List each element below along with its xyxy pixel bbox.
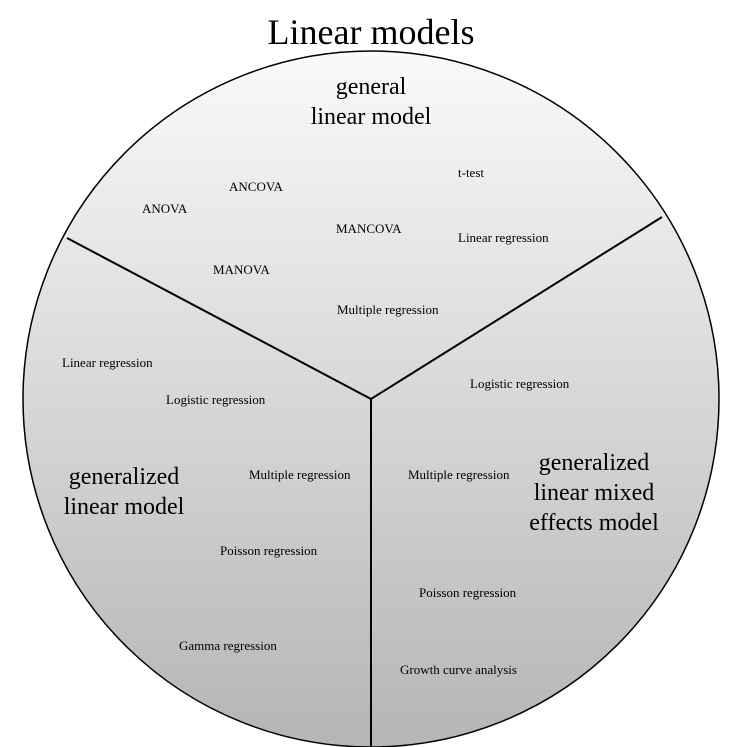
method-label: MANCOVA bbox=[336, 221, 402, 236]
sector-title-line: effects model bbox=[529, 510, 659, 536]
method-label: Growth curve analysis bbox=[400, 662, 517, 677]
method-label: Multiple regression bbox=[408, 467, 510, 482]
method-label: Poisson regression bbox=[419, 585, 517, 600]
sector-title-line: generalized bbox=[69, 464, 180, 490]
method-label: ANCOVA bbox=[229, 179, 284, 194]
sector-title-line: generalized bbox=[539, 450, 650, 476]
sector-title-line: general bbox=[336, 74, 407, 100]
method-label: ANOVA bbox=[142, 201, 188, 216]
sector-title-line: linear model bbox=[311, 104, 432, 130]
divider-left bbox=[66, 237, 372, 400]
method-label: Linear regression bbox=[62, 355, 153, 370]
method-label: Gamma regression bbox=[179, 638, 277, 653]
sector-generalized-linear-model: generalized linear model Linear regressi… bbox=[62, 355, 351, 653]
sector-general-linear-model: general linear model t-test ANCOVA ANOVA… bbox=[142, 74, 549, 317]
divider-right bbox=[370, 216, 663, 400]
method-label: Logistic regression bbox=[470, 376, 570, 391]
diagram-title: Linear models bbox=[268, 12, 475, 52]
sector-generalized-linear-mixed-effects-model: generalized linear mixed effects model L… bbox=[400, 376, 659, 677]
method-label: Multiple regression bbox=[337, 302, 439, 317]
method-label: MANOVA bbox=[213, 262, 270, 277]
method-label: Multiple regression bbox=[249, 467, 351, 482]
sector-title-line: linear model bbox=[64, 494, 185, 520]
method-label: Linear regression bbox=[458, 230, 549, 245]
sector-title-line: linear mixed bbox=[534, 480, 655, 506]
method-label: Poisson regression bbox=[220, 543, 318, 558]
method-label: t-test bbox=[458, 165, 484, 180]
method-label: Logistic regression bbox=[166, 392, 266, 407]
